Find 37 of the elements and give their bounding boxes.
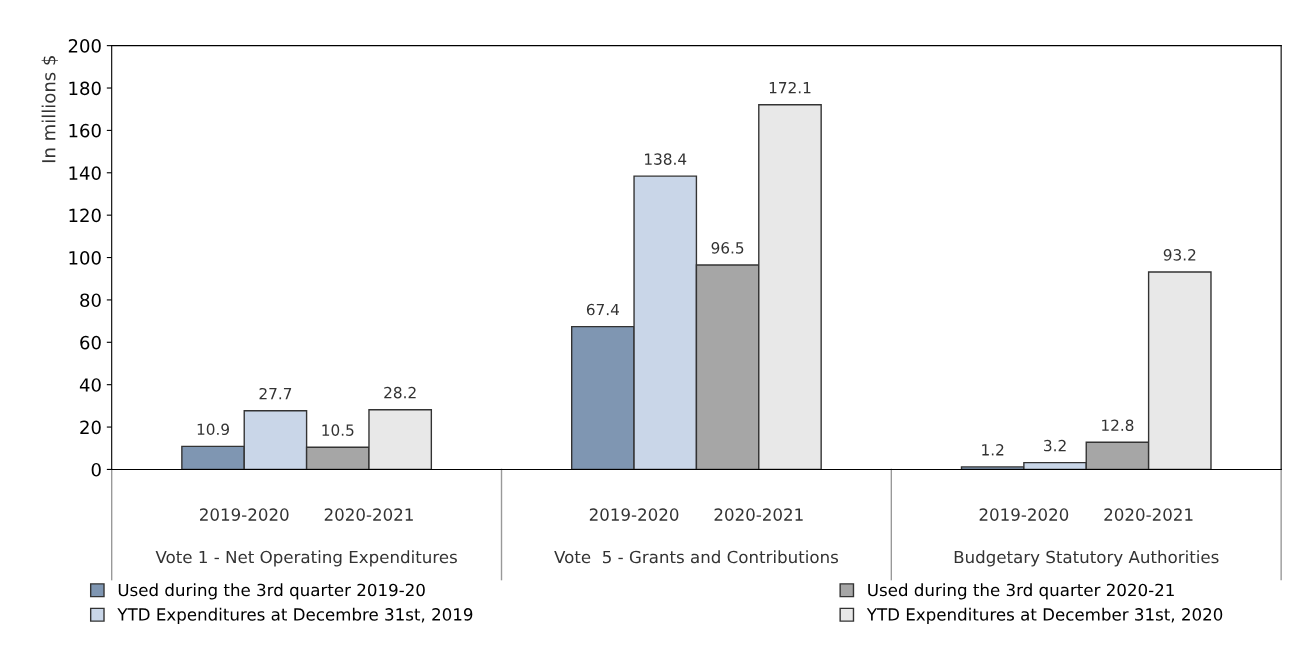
data-label: 1.2 [982,444,1004,456]
legend-label: Used during the 3rd quarter 2020-21 [868,583,1174,600]
x-tick-label: Budgetary Statutory Authorities [954,550,1219,567]
y-tick-label: 120 [69,208,101,223]
data-label: 172.1 [769,81,811,94]
y-tick-label: 80 [80,293,101,308]
text: 2020-2021 [1104,508,1193,521]
data-label: 93.2 [1163,249,1196,261]
text: 2019-2020 [589,508,679,521]
y-tick-label: 60 [80,335,101,350]
data-label: 10.5 [322,424,354,436]
data-label: 3.2 [1044,439,1066,452]
data-label: 28.2 [384,386,416,399]
data-label: 27.7 [259,387,292,400]
text: 2019-2020 [979,508,1069,521]
y-tick-label: 20 [80,420,101,435]
legend-label: Used during the 3rd quarter 2019-20 [118,583,425,600]
x-tick-label: Vote 1 - Net Operating Expenditures [155,550,457,567]
y-tick-label: 100 [69,251,101,265]
y-tick-label: 40 [79,378,101,392]
x-tick-label: Vote 5 - Grants and Contributions [554,550,838,564]
data-label: 96.5 [711,242,744,254]
text: 2019-2020 [200,508,289,521]
data-label: 138.4 [645,153,687,165]
data-label: 10.9 [197,423,229,436]
y-tick-label: 140 [69,166,101,180]
y-axis-title: In millions $ [41,56,58,163]
text: 2020-2021 [324,508,413,521]
y-tick-label: 200 [68,39,101,53]
y-tick-label: 180 [69,81,101,96]
data-label: 67.4 [586,303,620,316]
text: 2020-2021 [714,508,803,521]
legend-label: YTD Expenditures at December 31st, 2020 [866,607,1223,624]
y-tick-label: 0 [91,462,101,477]
data-label: 12.8 [1102,419,1134,432]
legend-label: YTD Expenditures at Decembre 31st, 2019 [117,607,473,624]
y-tick-label: 160 [69,123,101,138]
